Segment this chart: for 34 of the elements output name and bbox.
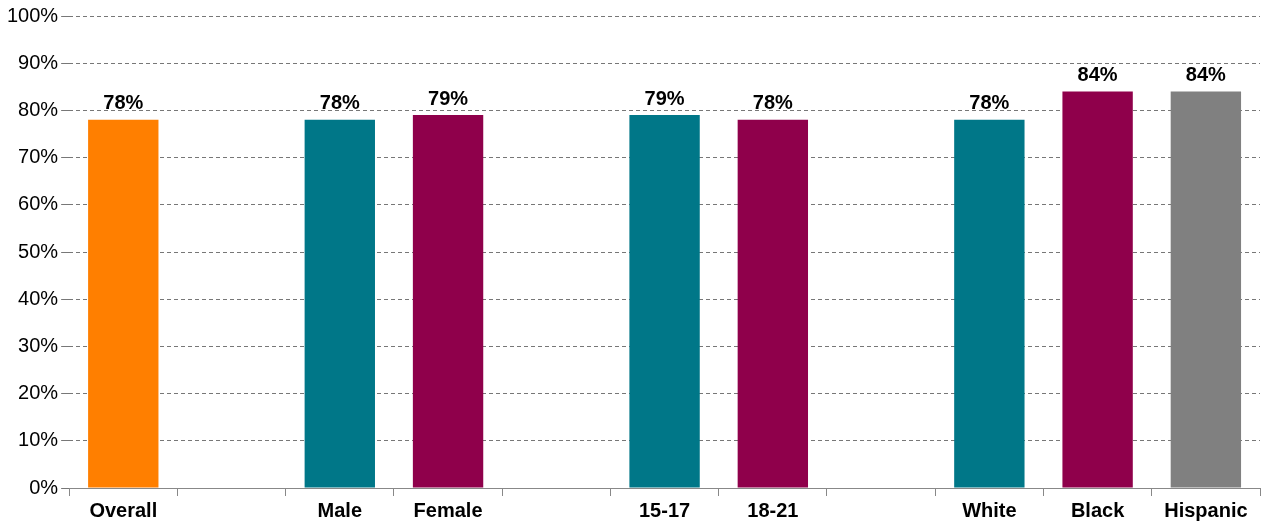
x-tick-label: Black <box>1070 498 1126 521</box>
x-tick-label: 18-21 <box>747 498 799 521</box>
y-tick-label: 50% <box>18 239 59 262</box>
bar <box>629 115 700 488</box>
y-tick-label: 0% <box>29 475 59 498</box>
y-tick-label: 100% <box>7 3 59 26</box>
data-label: 79% <box>644 86 685 109</box>
bar <box>1062 91 1133 488</box>
y-tick-label: 90% <box>18 50 59 73</box>
y-tick-label: 10% <box>18 428 59 451</box>
x-tick-label: Female <box>413 498 483 521</box>
y-tick-label: 70% <box>18 145 59 168</box>
x-tick-label: Hispanic <box>1164 498 1248 521</box>
y-tick-label: 40% <box>18 286 59 309</box>
data-label: 78% <box>752 91 794 114</box>
bar <box>88 119 159 488</box>
data-label: 78% <box>319 91 361 114</box>
x-tick-label: 15-17 <box>639 498 691 521</box>
x-tick-label: White <box>962 498 1017 521</box>
y-tick-label: 80% <box>18 97 59 120</box>
x-tick-label: Overall <box>89 498 158 521</box>
y-tick-label: 20% <box>18 381 59 404</box>
y-tick-label: 30% <box>18 333 59 356</box>
data-label: 78% <box>969 91 1010 114</box>
data-label: 79% <box>428 86 469 109</box>
data-label: 84% <box>1185 63 1227 86</box>
y-tick-label: 60% <box>18 192 59 215</box>
bar <box>737 119 809 488</box>
bar <box>954 119 1025 488</box>
x-tick-label: Male <box>317 498 363 521</box>
data-label: 78% <box>103 91 144 114</box>
bar <box>412 115 484 488</box>
data-label: 84% <box>1077 63 1118 86</box>
bar <box>304 119 375 488</box>
